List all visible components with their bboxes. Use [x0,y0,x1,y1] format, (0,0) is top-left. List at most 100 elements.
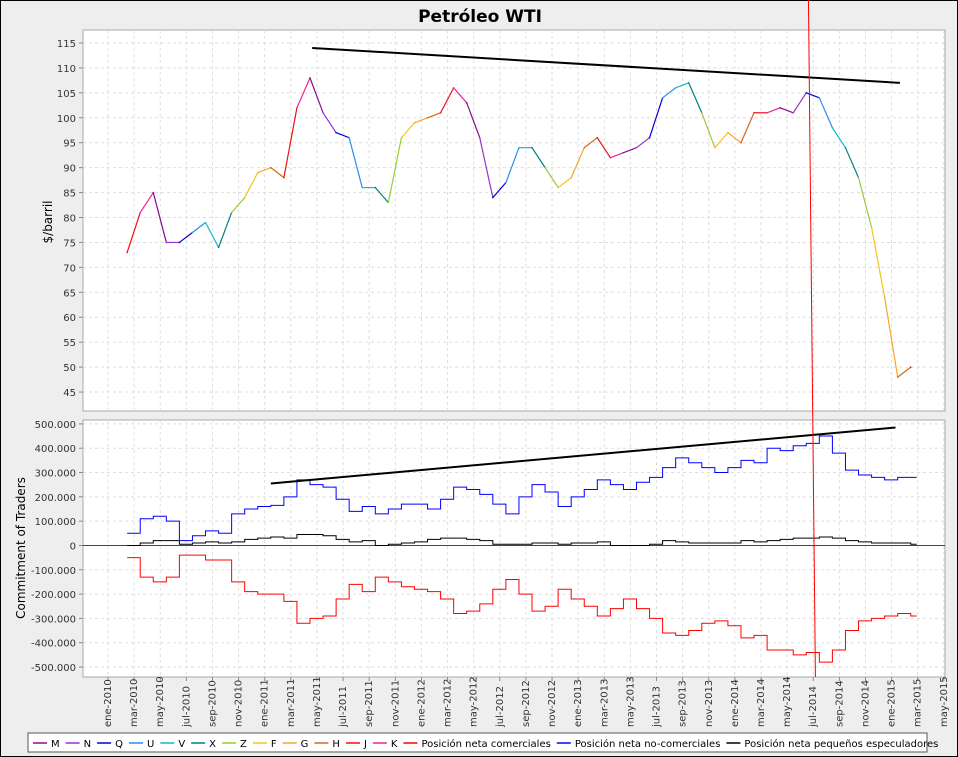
y-tick-label: 105 [57,89,76,100]
x-tick-label: may-2011 [312,676,323,727]
price-y-axis-label: $/barril [41,201,55,244]
x-tick-label: sep-2010 [207,680,218,727]
legend [27,732,928,753]
price-point [165,241,168,244]
y-tick-label: 50 [63,363,76,374]
x-tick-label: sep-2012 [521,680,532,727]
x-tick-label: may-2013 [625,676,636,727]
price-segment-K [296,77,311,109]
price-point [753,111,755,114]
price-segment-H [583,137,598,149]
y-tick-label: -500.000 [31,663,76,674]
price-point [243,196,246,199]
price-segment-U [818,97,833,128]
trendline [270,426,896,485]
price-point [674,87,677,89]
y-tick-label: 60 [63,313,76,324]
price-segment-Q [492,182,507,198]
price-segment-N [479,137,494,198]
price-segment-H [740,112,755,143]
y-tick-label: -400.000 [31,639,76,650]
price-segment-G [414,117,428,124]
x-tick-label: mar-2010 [129,679,140,727]
price-segment-Z [544,167,559,188]
x-tick-label: nov-2014 [860,680,871,727]
price-point [609,156,612,159]
price-point [805,92,808,94]
x-tick-label: may-2010 [155,676,166,727]
y-tick-label: 85 [63,189,76,200]
x-tick-label: ene-2014 [730,679,741,727]
price-point [700,111,703,114]
y-tick-label: 0 [70,541,76,552]
price-segment-F [557,177,572,189]
price-segment-U [662,87,677,99]
price-point [413,121,416,124]
price-segment-M [779,107,794,114]
price-point [126,251,128,254]
price-point [570,176,572,179]
legend-label: Q [115,739,123,750]
price-segment-V [831,127,846,149]
x-tick-label: jul-2011 [338,686,349,728]
chart-title: Petróleo WTI [418,7,542,27]
price-segment-F [400,122,415,139]
price-point [361,186,364,189]
y-tick-label: 300.000 [35,469,76,480]
price-segment-F [714,132,729,149]
x-tick-label: may-2015 [939,676,950,727]
price-point [283,176,285,179]
x-tick-label: mar-2012 [443,679,454,727]
price-segment-M [309,77,324,113]
price-point [217,246,220,249]
x-tick-label: sep-2011 [364,680,375,727]
legend-label: H [332,739,340,750]
price-point [178,241,181,244]
price-segment-N [322,112,337,134]
price-segment-F [870,227,886,298]
price-segment-M [623,147,637,154]
price-point [309,77,311,79]
price-segment-M [152,192,167,243]
y-tick-label: 80 [63,214,76,225]
x-tick-label: nov-2013 [704,680,715,727]
price-point [505,181,507,184]
price-segment-X [844,147,860,178]
price-point [557,186,559,189]
price-segment-H [427,112,441,119]
price-point [152,191,155,194]
y-tick-label: 110 [57,64,76,75]
x-tick-label: mar-2015 [913,679,924,727]
price-point [661,97,664,99]
price-point [191,231,194,234]
legend-label: Posición neta pequeños especuladores [744,738,938,750]
price-segment-Z [387,137,403,203]
marker-vertical-line [807,0,816,678]
price-segment-J [126,212,141,253]
legend-label: F [271,739,277,750]
legend-label: V [178,739,185,750]
x-tick-label: sep-2013 [678,680,689,727]
cot-series-comerciales [127,554,917,663]
price-segment-M [466,102,481,138]
price-segment-G [884,297,899,378]
price-segment-G [257,167,272,174]
price-segment-J [440,87,455,114]
legend-label: M [51,739,60,750]
price-point [204,221,207,224]
cot-series-pequenos-especuladores [127,534,917,546]
x-tick-label: ene-2011 [260,679,271,727]
price-point [139,211,142,214]
price-point [296,106,298,109]
price-point [740,141,742,144]
y-tick-label: 95 [63,139,76,150]
price-point [766,111,768,114]
y-tick-label: 70 [63,263,76,274]
price-point [518,146,520,149]
y-tick-label: 115 [57,39,76,50]
price-segment-X [374,187,389,203]
price-segment-H [270,167,285,179]
price-point [544,166,546,169]
price-segment-K [453,87,468,104]
price-point [870,226,873,229]
